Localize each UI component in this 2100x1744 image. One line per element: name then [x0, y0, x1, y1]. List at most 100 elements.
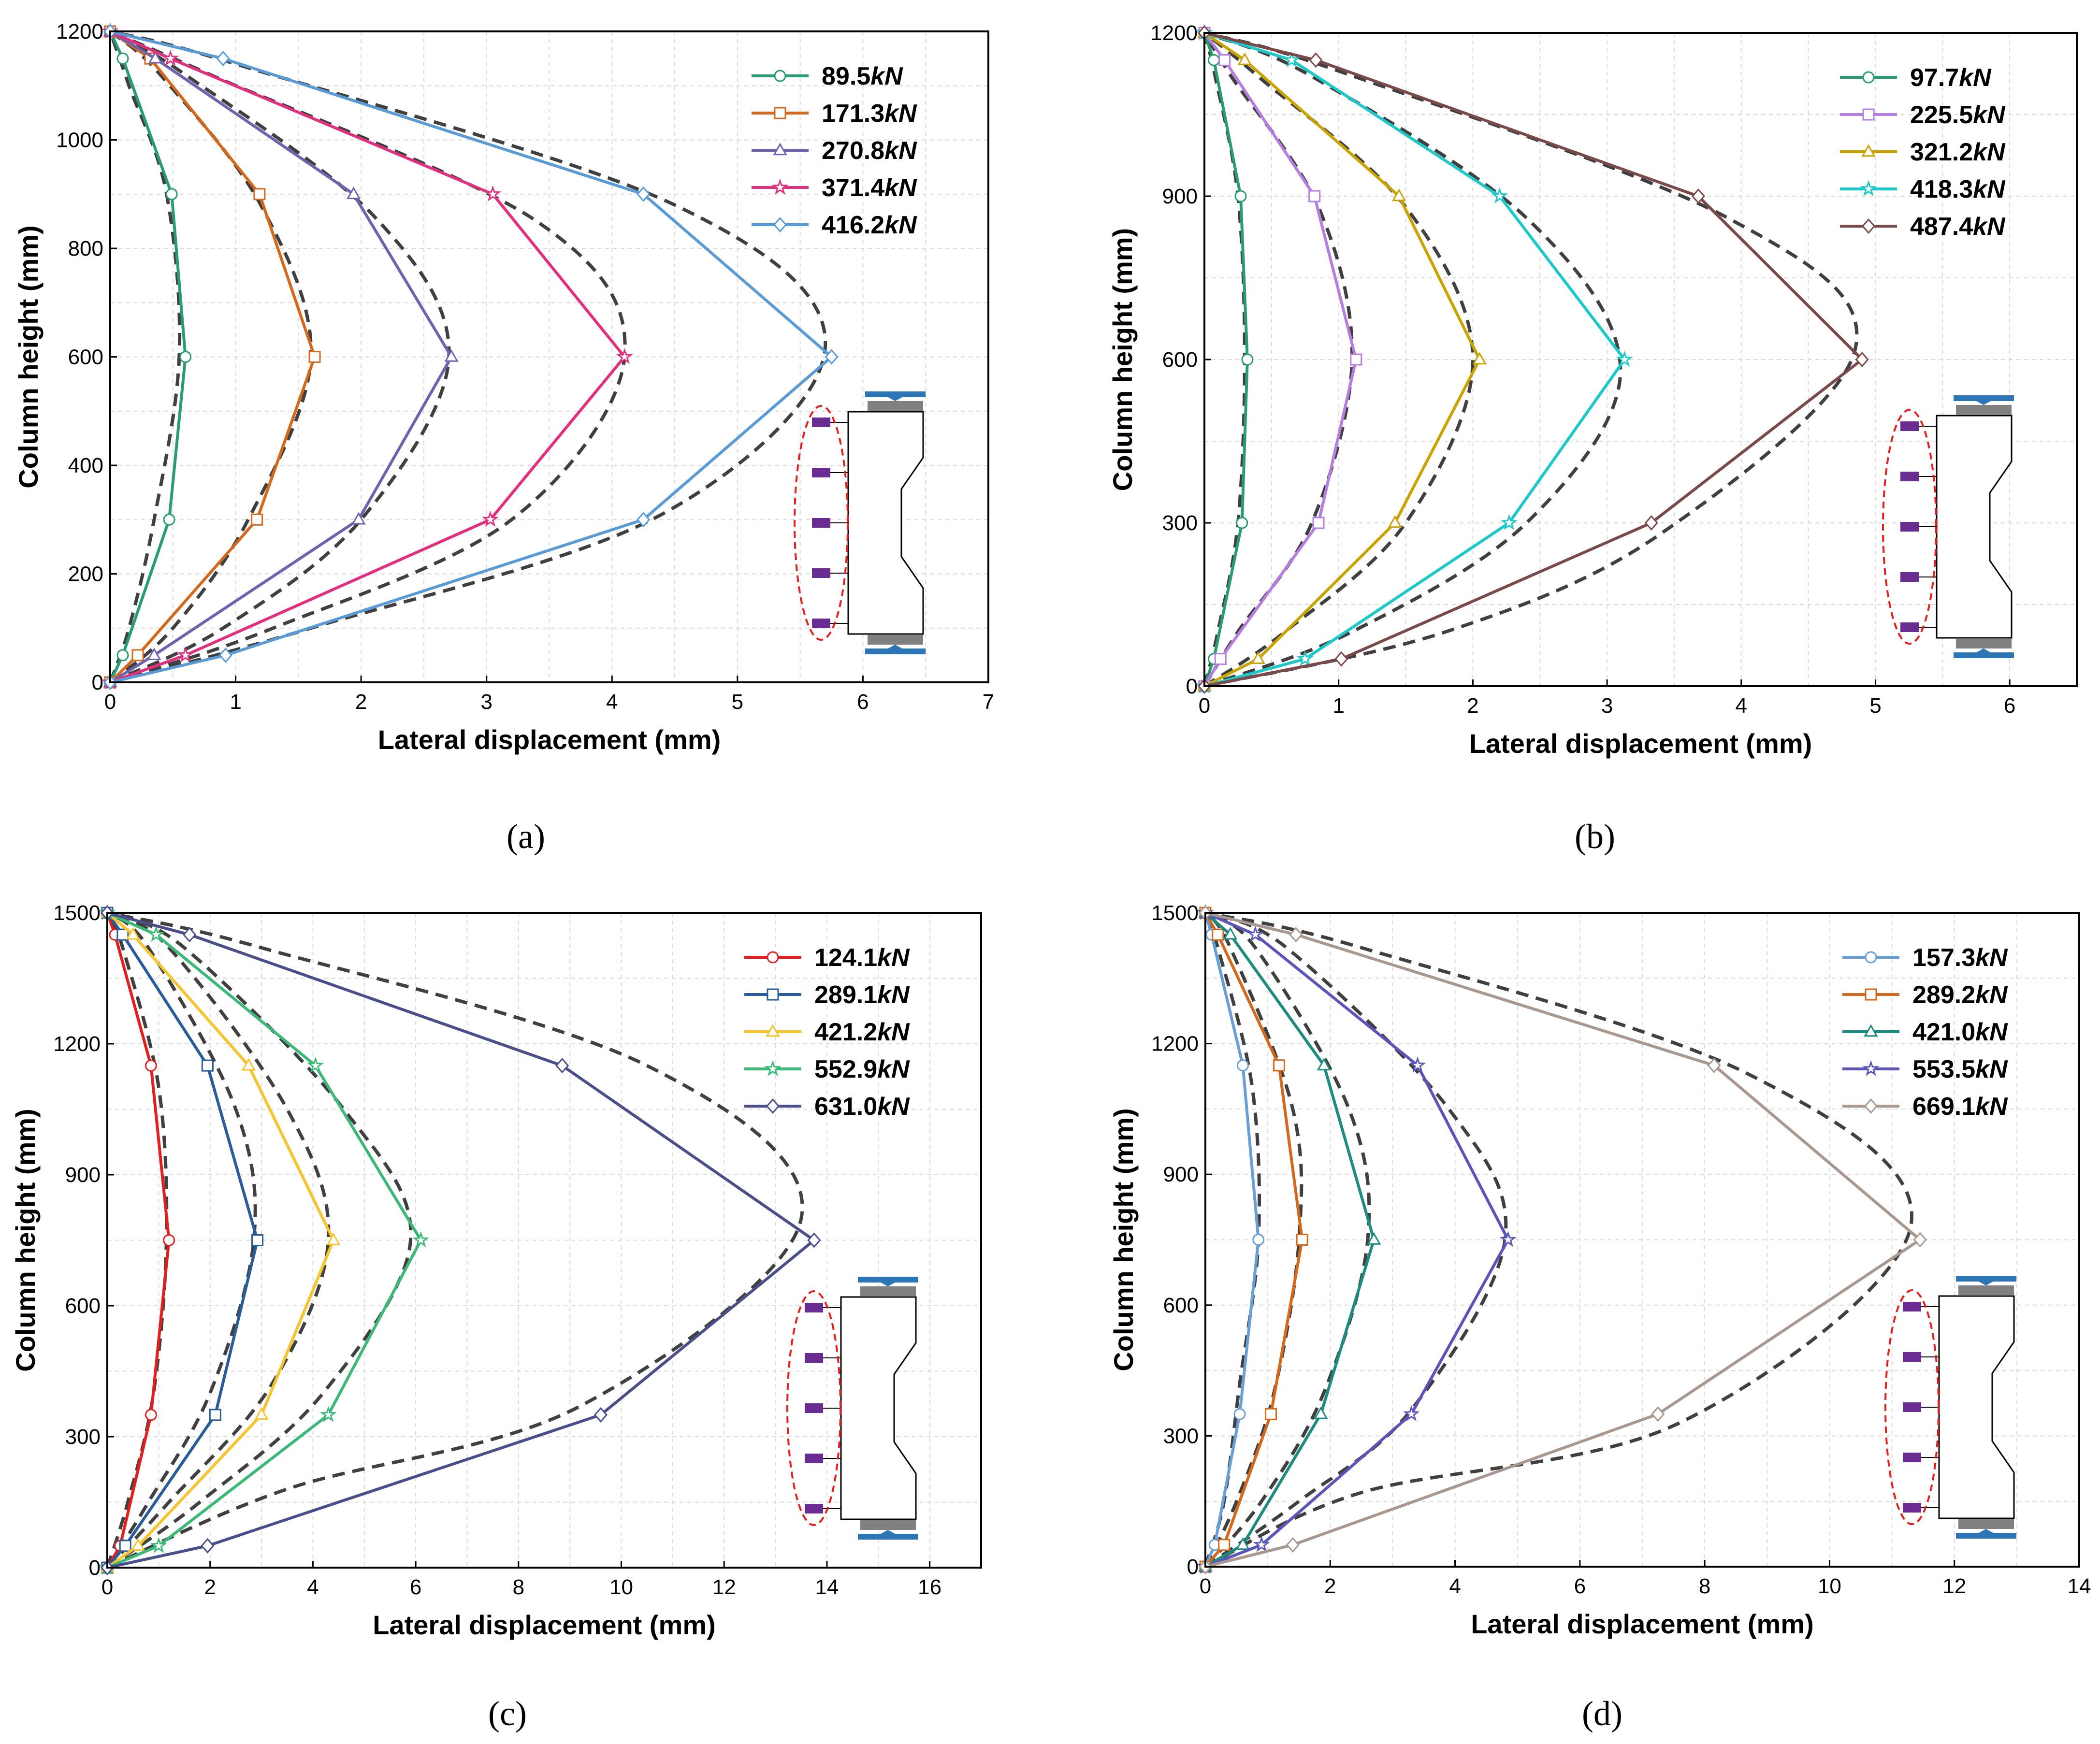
chart-b: 0 1 2 3 4 5 6 0 300 600 900 1200 Lateral displacemen…	[1107, 21, 2078, 759]
y-tick-label: 0	[92, 671, 103, 694]
displacement-gauge	[812, 468, 830, 477]
displacement-gauge	[1903, 1453, 1921, 1462]
series-418.3	[1196, 24, 1633, 693]
legend-marker	[771, 178, 789, 195]
legend-value: 289.2	[1912, 981, 1975, 1009]
data-point	[163, 1234, 175, 1246]
displacement-gauge	[1900, 522, 1919, 532]
panel-caption-c: (c)	[488, 1694, 527, 1733]
series-89.5	[104, 25, 192, 689]
legend-marker	[1865, 988, 1877, 1001]
data-point	[116, 52, 129, 65]
data-point	[254, 1407, 269, 1420]
x-tick-label: 1	[230, 690, 241, 714]
axis-ticks: 0 2 4 6 8 10 12 14 0 300 600 900 1200 1500	[1151, 901, 2091, 1598]
y-tick-label: 800	[68, 237, 103, 260]
data-point	[1707, 1057, 1721, 1073]
data-point	[825, 349, 839, 365]
displacement-gauge	[1900, 472, 1919, 481]
x-tick-label: 8	[1699, 1574, 1710, 1598]
legend-unit: kN	[884, 100, 917, 128]
legend-label: 669.1kN	[1912, 1093, 2008, 1121]
data-point	[1499, 1231, 1517, 1247]
data-point	[1388, 515, 1402, 528]
legend-value: 421.0	[1912, 1018, 1975, 1046]
specimen-schematic	[794, 391, 926, 654]
legend-label: 289.2kN	[1912, 981, 2008, 1009]
legend-unit: kN	[1975, 1018, 2008, 1046]
x-tick-label: 4	[1449, 1574, 1461, 1598]
chart-d: 0 2 4 6 8 10 12 14 0 300 600 900 1200 1500 Lateral dis…	[1108, 901, 2091, 1639]
data-point	[307, 1056, 324, 1073]
series-270.8	[103, 24, 459, 688]
x-tick-label: 0	[104, 690, 116, 714]
legend-marker	[1862, 108, 1875, 121]
data-point	[1289, 927, 1303, 943]
legend-unit: kN	[1973, 101, 2006, 129]
x-axis-title: Lateral displacement (mm)	[1469, 728, 1812, 759]
data-point	[1644, 515, 1658, 531]
data-point	[1246, 925, 1264, 942]
data-point	[179, 351, 192, 363]
plot-frame	[1203, 32, 2078, 687]
data-point	[165, 188, 178, 201]
data-point	[1223, 927, 1238, 940]
column-outline	[847, 411, 924, 635]
x-tick-label: 10	[1818, 1574, 1841, 1598]
x-tick-label: 1	[1332, 694, 1344, 718]
legend-label: 270.8kN	[822, 137, 917, 165]
data-point	[616, 348, 633, 364]
bottom-plate	[868, 635, 923, 645]
data-point	[308, 351, 321, 363]
data-point	[1309, 52, 1323, 68]
panel-caption-d: (d)	[1582, 1694, 1622, 1733]
y-tick-label: 300	[1163, 1424, 1199, 1448]
data-point	[148, 51, 163, 64]
x-tick-label: 5	[1869, 694, 1881, 718]
top-plate	[1956, 405, 2012, 415]
data-point	[346, 187, 361, 200]
data-point	[555, 1058, 569, 1074]
displacement-gauge	[812, 568, 830, 578]
legend-label: 171.3kN	[822, 100, 917, 128]
x-tick-label: 5	[732, 690, 743, 714]
series-416.2	[103, 23, 839, 691]
data-point	[1218, 1539, 1231, 1551]
data-point	[637, 186, 651, 202]
data-point	[1472, 352, 1487, 365]
data-point	[1317, 1057, 1332, 1070]
data-point	[594, 1407, 608, 1423]
y-tick-label: 600	[1162, 348, 1198, 372]
column-outline	[840, 1296, 917, 1520]
y-tick-label: 1200	[53, 1032, 101, 1056]
bottom-support	[858, 1530, 918, 1540]
bottom-support	[1956, 1529, 2016, 1539]
y-tick-label: 1200	[1150, 21, 1198, 45]
displacement-gauge	[812, 619, 830, 628]
legend-marker	[1864, 1024, 1878, 1037]
x-tick-label: 6	[2004, 694, 2015, 718]
data-point	[1236, 1059, 1249, 1072]
legend-unit: kN	[1975, 981, 2008, 1009]
legend-marker	[766, 1098, 780, 1114]
displacement-gauge	[1903, 1402, 1921, 1412]
column-outline	[1936, 415, 2013, 639]
legend-label: 371.4kN	[822, 174, 917, 202]
legend-unit: kN	[1975, 1093, 2008, 1121]
top-support	[1956, 1276, 2016, 1285]
data-point	[1251, 651, 1265, 664]
data-point	[482, 510, 499, 527]
legend-marker	[764, 1060, 782, 1076]
gauge-highlight-ellipse	[1882, 409, 1937, 645]
data-point	[1616, 350, 1633, 367]
y-tick-label: 900	[65, 1163, 101, 1187]
plot-frame	[1204, 912, 2080, 1568]
legend-value: 669.1	[1912, 1093, 1975, 1121]
data-point	[1350, 353, 1362, 366]
plot-frame	[109, 30, 989, 683]
x-tick-label: 4	[307, 1575, 319, 1599]
data-point	[218, 647, 232, 663]
y-tick-label: 1200	[1151, 1032, 1199, 1056]
data-point	[131, 649, 144, 662]
